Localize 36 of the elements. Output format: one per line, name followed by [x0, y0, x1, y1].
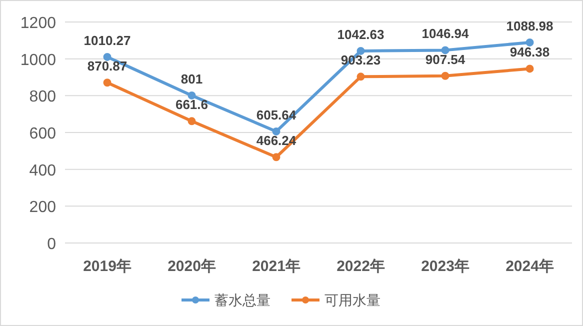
point	[272, 127, 280, 136]
data-label: 1046.94	[422, 26, 470, 42]
x-tick-label: 2019年	[83, 258, 132, 275]
y-tick-label: 600	[29, 126, 56, 142]
data-label: 946.38	[510, 44, 550, 60]
x-tick-label: 2020年	[168, 258, 216, 275]
data-label: 1010.27	[84, 32, 131, 48]
data-label: 907.54	[425, 52, 466, 67]
point	[526, 38, 534, 46]
legend-label: 蓄水总量	[214, 292, 270, 308]
y-tick-label: 800	[29, 88, 56, 106]
point	[272, 153, 280, 162]
y-tick-label: 1000	[20, 52, 56, 69]
x-tick-label: 2024年	[506, 258, 554, 275]
y-tick-label: 0	[47, 236, 56, 253]
point	[356, 72, 365, 81]
point	[188, 91, 196, 100]
point	[526, 64, 534, 73]
y-tick-label: 1200	[20, 15, 56, 32]
data-label: 661.6	[175, 97, 208, 112]
point	[441, 46, 450, 54]
x-tick-label: 2023年	[421, 258, 470, 275]
legend-label: 可用水量	[324, 292, 380, 308]
y-tick-label: 200	[29, 199, 56, 216]
point	[188, 117, 196, 126]
x-tick-label: 2021年	[252, 258, 300, 275]
x-tick-label: 2022年	[336, 258, 385, 275]
data-label: 1042.63	[337, 26, 384, 42]
point	[441, 72, 450, 80]
y-tick-label: 400	[29, 162, 56, 180]
point	[356, 46, 365, 55]
point	[103, 78, 112, 87]
point	[103, 52, 112, 61]
data-label: 801	[180, 71, 203, 86]
data-label: 1088.98	[506, 18, 554, 34]
data-label: 870.87	[87, 58, 128, 74]
